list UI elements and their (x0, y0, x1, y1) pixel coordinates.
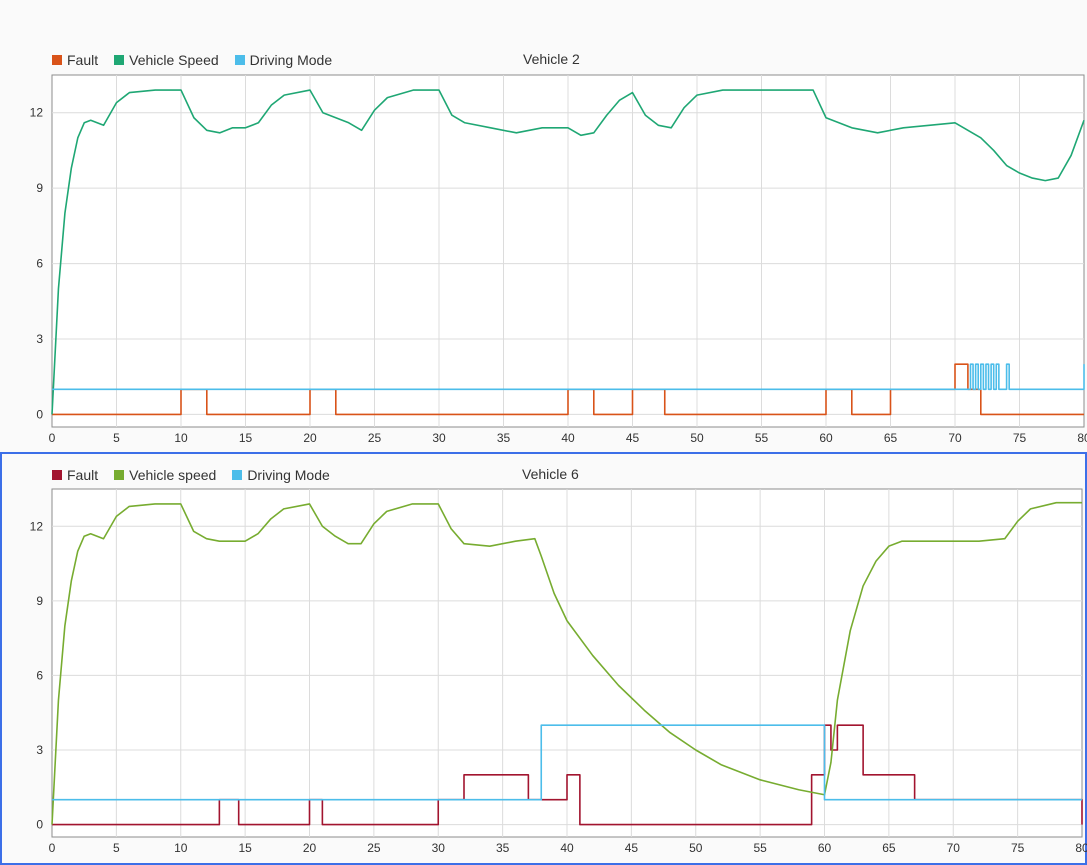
x-tick-label: 60 (818, 841, 832, 855)
legend-item-vehicle-speed[interactable]: Vehicle Speed (114, 52, 219, 68)
x-tick-label: 70 (947, 841, 961, 855)
y-tick-label: 0 (36, 407, 43, 421)
x-tick-label: 65 (884, 431, 898, 445)
y-tick-label: 6 (36, 257, 43, 271)
x-tick-label: 75 (1011, 841, 1025, 855)
chart-title: Vehicle 6 (522, 466, 579, 482)
x-tick-label: 10 (174, 841, 188, 855)
x-tick-label: 35 (496, 841, 510, 855)
legend-swatch-fault (52, 470, 62, 480)
x-tick-label: 5 (113, 841, 120, 855)
x-tick-label: 55 (753, 841, 767, 855)
x-tick-label: 40 (561, 431, 575, 445)
x-tick-label: 45 (625, 841, 639, 855)
x-tick-label: 30 (432, 841, 446, 855)
y-tick-label: 3 (36, 332, 43, 346)
series-line-driving-mode[interactable] (52, 363, 1085, 391)
legend-item-vehicle-speed[interactable]: Vehicle speed (114, 467, 216, 483)
y-tick-label: 3 (36, 743, 43, 757)
x-tick-label: 40 (560, 841, 574, 855)
legend-label-driving-mode: Driving Mode (249, 52, 333, 68)
x-tick-label: 0 (49, 431, 56, 445)
x-tick-label: 60 (819, 431, 833, 445)
legend-swatch-driving-mode (232, 470, 243, 480)
legend-swatch-vehicle-speed (114, 55, 125, 65)
x-tick-label: 0 (49, 841, 56, 855)
legend-label-fault: Fault (67, 467, 99, 483)
x-tick-label: 30 (432, 431, 446, 445)
x-tick-label: 5 (113, 431, 120, 445)
legend-item-driving-mode[interactable]: Driving Mode (232, 467, 330, 483)
series-line-driving-mode[interactable] (52, 724, 1082, 801)
chart-panel-vehicle-6[interactable]: Fault Vehicle speed Driving Mode Vehicle… (0, 452, 1087, 865)
legend-swatch-driving-mode (234, 55, 245, 65)
x-tick-label: 15 (239, 431, 253, 445)
chart-title: Vehicle 2 (523, 51, 580, 67)
x-tick-label: 35 (497, 431, 511, 445)
y-tick-label: 6 (36, 668, 43, 682)
x-tick-label: 50 (690, 431, 704, 445)
y-tick-label: 0 (36, 818, 43, 832)
legend-label-vehicle-speed: Vehicle speed (129, 467, 217, 483)
y-tick-label: 9 (36, 181, 43, 195)
y-tick-label: 12 (30, 106, 44, 120)
x-tick-label: 50 (689, 841, 703, 855)
legend-item-fault[interactable]: Fault (52, 52, 98, 68)
x-tick-label: 15 (238, 841, 252, 855)
series-line-vehicle-speed[interactable] (51, 89, 1085, 415)
chart-panel-vehicle-2[interactable]: Fault Vehicle Speed Driving Mode Vehicle… (0, 48, 1087, 450)
plot-area[interactable]: 0 5 10 15 20 25 30 35 40 45 50 55 60 65 70 75 80 0 3 6 9 12 (0, 48, 1087, 450)
legend-item-fault[interactable]: Fault (52, 467, 98, 483)
legend: Fault Vehicle speed Driving Mode (52, 466, 346, 484)
x-tick-label: 80 (1075, 841, 1087, 855)
y-tick-label: 9 (36, 594, 43, 608)
x-tick-label: 70 (948, 431, 962, 445)
x-tick-label: 10 (174, 431, 188, 445)
series-line-vehicle-speed[interactable] (51, 501, 1082, 825)
legend-label-fault: Fault (67, 52, 99, 68)
y-tick-label: 12 (30, 519, 44, 533)
x-tick-label: 80 (1077, 431, 1087, 445)
plot-area[interactable]: 0 5 10 15 20 25 30 35 40 45 50 55 60 65 70 75 80 0 3 6 9 12 (2, 454, 1087, 863)
x-tick-label: 20 (303, 431, 317, 445)
legend-label-driving-mode: Driving Mode (247, 467, 330, 483)
x-tick-label: 55 (755, 431, 769, 445)
legend-swatch-fault (52, 55, 62, 65)
x-tick-label: 75 (1013, 431, 1027, 445)
x-tick-label: 65 (882, 841, 896, 855)
x-tick-label: 20 (303, 841, 317, 855)
legend: Fault Vehicle Speed Driving Mode (52, 51, 348, 69)
legend-label-vehicle-speed: Vehicle Speed (129, 52, 219, 68)
legend-swatch-vehicle-speed (114, 470, 125, 480)
x-tick-label: 25 (368, 431, 382, 445)
series-line-fault[interactable] (52, 724, 1083, 826)
x-tick-label: 45 (626, 431, 640, 445)
legend-item-driving-mode[interactable]: Driving Mode (234, 52, 333, 68)
x-tick-label: 25 (367, 841, 381, 855)
